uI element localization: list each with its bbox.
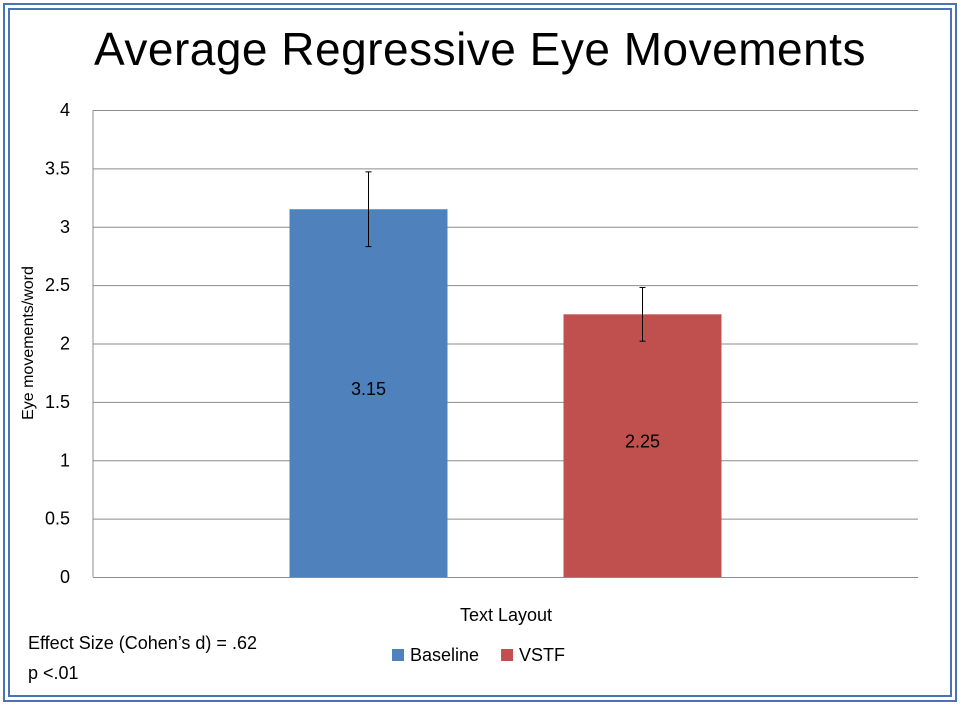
y-tick-label: 3.5 bbox=[45, 158, 70, 178]
y-tick-label: 2.5 bbox=[45, 275, 70, 295]
legend-label-baseline: Baseline bbox=[410, 645, 479, 665]
y-tick-label: 4 bbox=[60, 100, 70, 120]
y-tick-label: 1 bbox=[60, 450, 70, 470]
data-label-baseline: 3.15 bbox=[351, 379, 386, 399]
legend-swatch-vstf bbox=[501, 649, 514, 661]
gridlines bbox=[92, 110, 918, 578]
slide-frame bbox=[3, 3, 957, 702]
bar-baseline bbox=[289, 209, 448, 578]
y-tick-label: 1.5 bbox=[45, 392, 70, 412]
effect-size-note: Effect Size (Cohen’s d) = .62 bbox=[28, 633, 257, 653]
p-value-note: p <.01 bbox=[28, 663, 79, 683]
y-tick-label: 3 bbox=[60, 217, 70, 237]
y-tick-label: 2 bbox=[60, 334, 70, 354]
legend-swatch-baseline bbox=[392, 649, 404, 661]
legend-label-vstf: VSTF bbox=[519, 645, 565, 665]
legend: Baseline VSTF bbox=[392, 645, 565, 665]
y-tick-labels: 0 0.5 1 1.5 2 2.5 3 3.5 4 bbox=[45, 100, 70, 587]
x-axis-label: Text Layout bbox=[460, 605, 552, 625]
data-label-vstf: 2.25 bbox=[625, 432, 660, 452]
y-tick-label: 0.5 bbox=[45, 509, 70, 529]
bar-vstf bbox=[563, 314, 722, 577]
bars: 3.15 2.25 bbox=[289, 171, 722, 578]
page-title: Average Regressive Eye Movements bbox=[94, 23, 866, 75]
y-tick-label: 0 bbox=[60, 567, 70, 587]
y-axis-label: Eye movements/word bbox=[20, 266, 37, 420]
